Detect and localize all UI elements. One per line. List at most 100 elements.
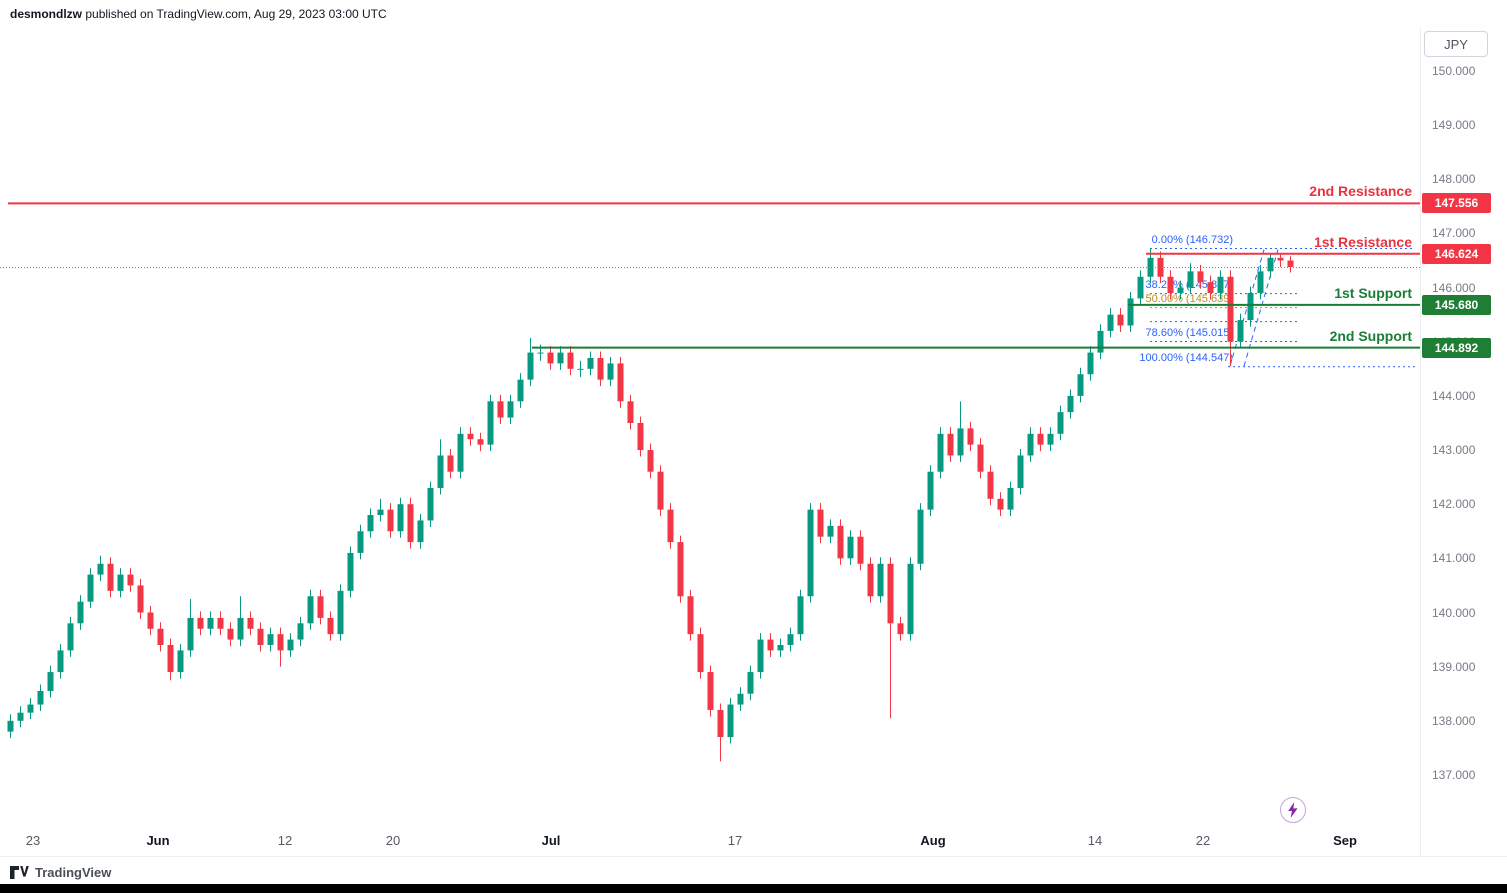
candle-body (427, 487, 434, 521)
time-axis[interactable]: 23 Jun 12 20 Jul 17 Aug 14 22 Sep (0, 828, 1420, 858)
candle-body (1217, 276, 1224, 294)
candle-body (327, 617, 334, 635)
candle-body (367, 515, 374, 532)
candle-body (117, 574, 124, 591)
bottom-black-bar (0, 884, 1507, 893)
candle-body (1237, 320, 1244, 342)
candle-body (397, 504, 404, 532)
candle-body (127, 574, 134, 586)
price-axis-label: 150.000 (1432, 64, 1476, 78)
candle-body (57, 650, 64, 673)
candle-body (297, 623, 304, 640)
candle-body (227, 628, 234, 640)
candle-body (537, 352, 544, 354)
candle-body (317, 596, 324, 618)
candle-body (557, 352, 564, 364)
candle-body (777, 644, 784, 651)
candle-body (837, 525, 844, 559)
tradingview-brand: TradingView (35, 864, 112, 880)
price-axis-label: 147.000 (1432, 226, 1476, 241)
price-axis-label: 138.000 (1432, 713, 1476, 728)
candle-body (187, 617, 194, 651)
candle-body (177, 650, 184, 673)
candle-body (1277, 257, 1284, 261)
price-axis[interactable]: 150.000 149.000 148.000 147.000 146.000 145.0… (1421, 28, 1507, 856)
candle-body (1017, 455, 1024, 488)
candle-body (1247, 293, 1254, 321)
candle-body (197, 617, 204, 629)
candle-body (137, 585, 144, 613)
candle-body (857, 536, 864, 564)
candle-body (737, 693, 744, 705)
candle-body (1187, 271, 1194, 288)
candle-body (717, 709, 724, 738)
attribution-rest: published on TradingView.com, Aug 29, 20… (82, 7, 387, 21)
candle-body (1157, 257, 1164, 277)
candle-body (207, 617, 214, 629)
candle-body (517, 379, 524, 402)
candle-body (387, 509, 394, 532)
candle-body (1067, 395, 1074, 413)
candle-body (1127, 298, 1134, 326)
time-axis-label: Aug (920, 833, 946, 848)
candle-body (337, 590, 344, 635)
attribution-text: desmondlzw published on TradingView.com,… (10, 7, 387, 21)
candle-body (1257, 271, 1264, 294)
candle-body (287, 639, 294, 651)
time-axis-border (0, 856, 1507, 857)
candle-body (627, 401, 634, 423)
author-name: desmondlzw (10, 7, 83, 21)
candle-body (1137, 276, 1144, 299)
candle-body (887, 563, 894, 624)
time-axis-label: Jun (146, 833, 170, 848)
candle-body (7, 720, 14, 732)
time-axis-label: 17 (727, 833, 743, 848)
candle-body (607, 363, 614, 380)
candle-body (637, 422, 644, 451)
time-axis-label: Jul (541, 833, 561, 848)
candle-body (1177, 287, 1184, 294)
candle-body (357, 531, 364, 553)
candle-body (657, 471, 664, 510)
candle-body (67, 623, 74, 651)
price-axis-label: 137.000 (1432, 767, 1476, 782)
candle-body (1287, 260, 1294, 268)
candle-body (417, 520, 424, 543)
tradingview-footer[interactable]: TradingView (10, 861, 111, 883)
time-axis-label: 22 (1195, 833, 1211, 848)
candle-body (757, 639, 764, 673)
candle-body (797, 596, 804, 635)
fib-level-label: 78.60% (145.015) (1145, 326, 1233, 339)
candle-body (77, 601, 84, 624)
time-axis-label: Sep (1333, 833, 1357, 848)
candle-body (437, 455, 444, 488)
candle-body (567, 352, 574, 369)
candle-body (687, 596, 694, 635)
candle-body (1117, 314, 1124, 326)
candle-body (577, 368, 584, 370)
fib-level-label: 0.00% (146.732) (1151, 233, 1233, 246)
candle-body (1107, 314, 1114, 331)
candle-body (867, 563, 874, 597)
candle-body (997, 498, 1004, 510)
price-axis-label: 142.000 (1432, 497, 1476, 512)
time-axis-label: 12 (277, 833, 293, 848)
candle-body (947, 433, 954, 456)
candle-body (587, 357, 594, 369)
candle-body (1167, 276, 1174, 294)
currency-box: JPY (1424, 31, 1488, 57)
candle-body (967, 428, 974, 445)
candle-body (917, 509, 924, 564)
candle-body (927, 471, 934, 510)
candle-body (847, 536, 854, 559)
candle-body (1087, 352, 1094, 375)
candle-body (487, 401, 494, 445)
candle-body (97, 563, 104, 575)
candle-body (677, 542, 684, 597)
lightning-button[interactable] (1280, 797, 1306, 823)
price-axis-label: 146.000 (1432, 280, 1476, 295)
candle-body (897, 623, 904, 635)
candle-body (217, 617, 224, 629)
candle-body (167, 644, 174, 673)
